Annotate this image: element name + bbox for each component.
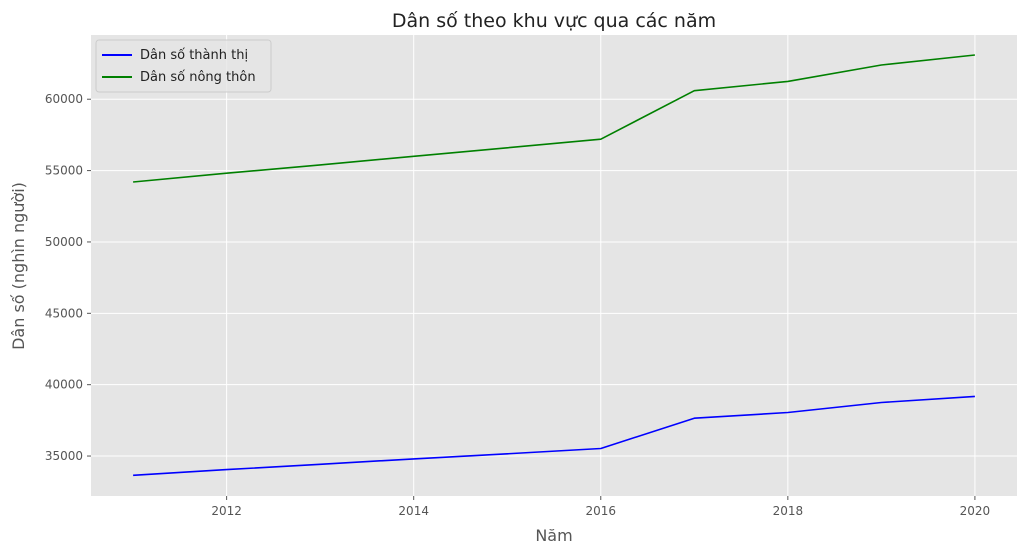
series-lines (133, 54, 975, 477)
y-axis-title: Dân số (nghìn người) (9, 182, 28, 350)
x-axis-title: Năm (535, 526, 572, 545)
legend-label-rural: Dân số nông thôn (140, 70, 256, 85)
grid (91, 35, 1017, 496)
y-tick-label: 60000 (45, 92, 83, 106)
x-tick-label: 2014 (398, 504, 429, 518)
series-line-rural (133, 54, 975, 183)
x-tick-labels: 2012 2014 2016 2018 2020 (211, 496, 990, 518)
chart-title: Dân số theo khu vực qua các năm (392, 10, 716, 32)
x-tick-label: 2020 (960, 504, 991, 518)
x-tick-label: 2016 (585, 504, 616, 518)
y-tick-label: 35000 (45, 449, 83, 463)
legend: Dân số thành thị Dân số nông thôn (95, 39, 272, 93)
plot-background (91, 35, 1017, 496)
legend-box (95, 39, 272, 93)
x-tick-label: 2012 (211, 504, 242, 518)
y-tick-label: 45000 (45, 306, 83, 320)
y-tick-labels: 35000 40000 45000 50000 55000 60000 (45, 92, 91, 463)
y-tick-label: 55000 (45, 164, 83, 178)
x-tick-label: 2018 (773, 504, 804, 518)
legend-label-urban: Dân số thành thị (140, 48, 248, 63)
y-tick-label: 40000 (45, 378, 83, 392)
y-tick-label: 50000 (45, 235, 83, 249)
series-line-urban (133, 395, 975, 477)
